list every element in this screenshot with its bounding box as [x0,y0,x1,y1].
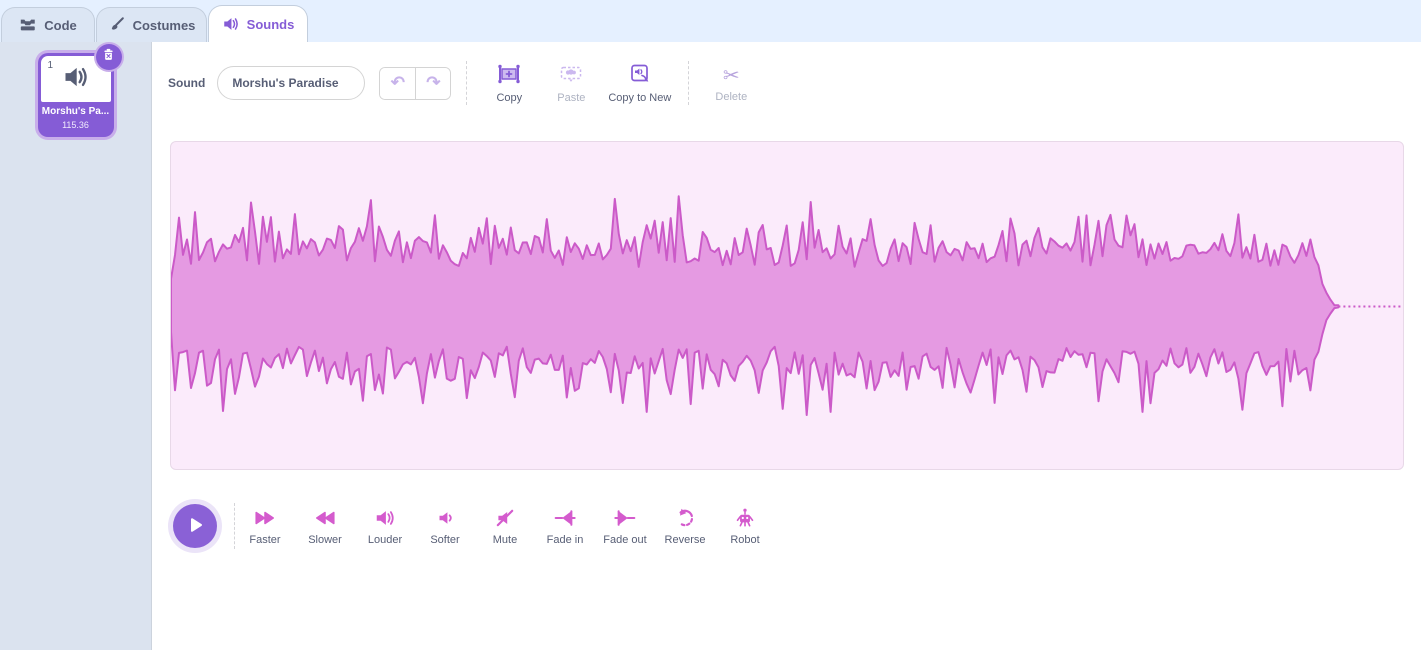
copy-label: Copy [496,92,523,104]
redo-icon: ↷ [426,73,441,92]
effect-fade-in-label: Fade in [546,533,584,546]
redo-button[interactable]: ↷ [415,67,451,99]
paste-button[interactable]: Paste [544,62,598,104]
speaker-soft-icon [434,507,456,529]
copy-to-new-icon [627,62,653,89]
sound-duration: 115.36 [62,120,89,130]
effect-louder-label: Louder [367,533,403,546]
effect-louder-button[interactable]: Louder [355,507,415,546]
copy-to-new-button[interactable]: Copy to New [606,62,673,104]
tab-bar: Code Costumes Sounds [0,0,1421,42]
effect-faster-label: Faster [249,533,281,546]
effect-slower-label: Slower [308,533,342,546]
effects-divider [234,503,235,549]
effect-slower-button[interactable]: Slower [295,507,355,546]
effect-mute-label: Mute [492,533,518,546]
delete-button[interactable]: ✂ Delete [704,64,758,103]
play-button[interactable] [173,504,217,548]
sound-name-label: Sound [168,76,206,90]
effects-row: Faster Slower [173,503,1421,549]
waveform-graphic [171,195,1403,416]
sound-index: 1 [47,60,54,71]
effect-fade-out-label: Fade out [603,533,647,546]
copy-to-new-label: Copy to New [608,92,672,104]
rewind-icon [314,507,336,529]
sound-name: Morshu's Pa... [41,106,110,117]
reverse-icon [674,507,696,529]
paste-icon [558,62,584,89]
paste-label: Paste [557,92,586,104]
sound-name-input[interactable] [217,66,366,100]
tab-code-label: Code [44,17,77,33]
speaker-mute-icon [494,507,516,529]
fast-forward-icon [254,507,276,529]
code-blocks-icon [19,16,37,34]
fade-out-icon [614,507,636,529]
effect-reverse-button[interactable]: Reverse [655,507,715,546]
robot-icon [734,507,756,529]
speaker-icon [222,15,240,33]
effect-robot-label: Robot [730,533,760,546]
effect-fade-out-button[interactable]: Fade out [595,507,655,546]
effect-mute-button[interactable]: Mute [475,507,535,546]
undo-button[interactable]: ↶ [380,67,416,99]
delete-label: Delete [715,90,748,103]
paintbrush-icon [108,16,126,34]
sound-toolbar: Sound ↶ ↷ [152,60,1421,106]
fade-in-icon [554,507,576,529]
play-icon [184,514,206,539]
tab-costumes-label: Costumes [132,17,196,33]
tab-code[interactable]: Code [1,7,95,42]
sound-editor-panel: Sound ↶ ↷ [152,42,1421,650]
effect-softer-label: Softer [430,533,460,546]
copy-selection-icon [496,62,522,89]
effect-fade-in-button[interactable]: Fade in [535,507,595,546]
effect-faster-button[interactable]: Faster [235,507,295,546]
undo-icon: ↶ [390,73,405,92]
effect-softer-button[interactable]: Softer [415,507,475,546]
copy-button[interactable]: Copy [482,62,536,104]
tab-sounds-label: Sounds [246,16,295,32]
waveform-canvas[interactable] [170,141,1404,470]
toolbar-divider-1 [466,61,468,105]
undo-redo-group: ↶ ↷ [379,66,452,100]
scissors-icon: ✂ [722,64,740,87]
delete-sound-button[interactable] [95,44,122,70]
sound-list-sidebar: 1 Morshu's Pa... 115.36 [0,42,152,650]
toolbar-divider-2 [688,61,690,105]
speaker-loud-icon [374,507,396,529]
sound-speaker-icon [62,63,90,96]
trash-icon [101,47,116,67]
tab-costumes[interactable]: Costumes [96,7,207,42]
effect-robot-button[interactable]: Robot [715,507,775,546]
effect-reverse-label: Reverse [664,533,706,546]
tab-sounds[interactable]: Sounds [208,5,308,42]
